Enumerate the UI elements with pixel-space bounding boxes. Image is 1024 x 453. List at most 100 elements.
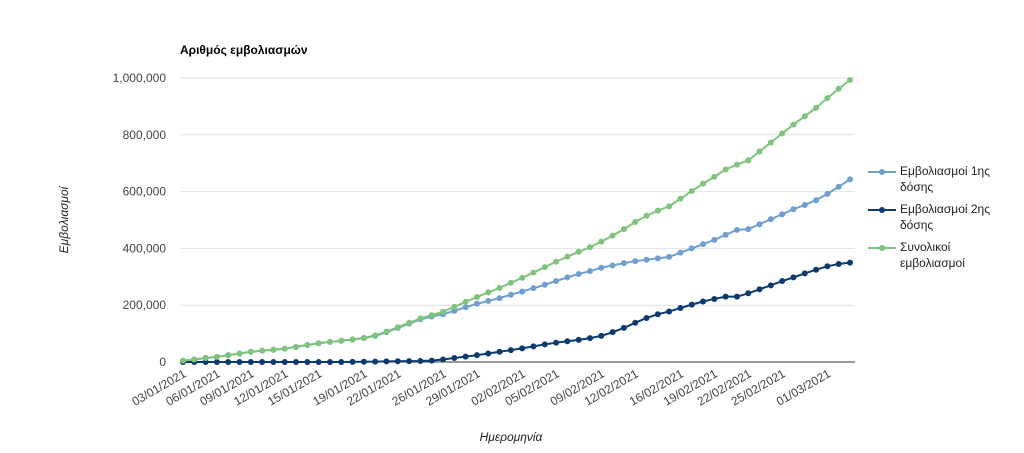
data-point <box>688 301 695 308</box>
y-axis-label: Εμβολιασμοί <box>57 185 71 253</box>
data-point <box>326 359 333 365</box>
data-point <box>406 358 413 365</box>
data-point <box>688 245 695 252</box>
data-point <box>643 212 650 219</box>
data-point <box>553 258 560 265</box>
data-point <box>440 356 447 363</box>
data-point <box>733 293 740 300</box>
data-point <box>383 358 390 365</box>
data-point <box>835 85 842 92</box>
data-point <box>191 356 198 363</box>
data-point <box>338 337 345 344</box>
data-point <box>417 358 424 365</box>
data-point <box>609 329 616 336</box>
data-point <box>756 286 763 293</box>
data-point <box>609 232 616 239</box>
data-point <box>451 355 458 362</box>
data-point <box>213 359 220 365</box>
data-point <box>496 284 503 291</box>
data-point <box>507 279 514 286</box>
data-point <box>643 314 650 321</box>
y-tick-label: 800,000 <box>123 128 167 142</box>
data-point <box>315 359 322 365</box>
y-tick-label: 0 <box>159 355 166 369</box>
data-point <box>564 253 571 260</box>
data-point <box>530 269 537 276</box>
data-point <box>462 298 469 305</box>
data-point <box>847 259 853 266</box>
data-point <box>666 203 673 210</box>
data-point <box>767 139 774 146</box>
data-point <box>496 295 503 302</box>
data-point <box>519 274 526 281</box>
data-point <box>304 359 311 365</box>
series-line <box>182 178 851 362</box>
data-point <box>847 76 853 83</box>
data-point <box>360 358 367 365</box>
data-point <box>394 358 401 365</box>
data-point <box>632 319 639 326</box>
data-point <box>541 341 548 348</box>
data-point <box>835 183 842 190</box>
data-point <box>779 278 786 285</box>
data-point <box>281 359 288 365</box>
data-point <box>473 300 480 307</box>
x-axis-label: Ημερομηνία <box>480 430 544 444</box>
data-point <box>700 298 707 305</box>
data-point <box>180 357 186 364</box>
data-point <box>598 264 605 271</box>
data-point <box>632 258 639 265</box>
data-point <box>417 315 424 322</box>
data-point <box>700 241 707 248</box>
data-point <box>293 359 300 365</box>
data-point <box>767 216 774 223</box>
data-point <box>530 285 537 292</box>
data-point <box>541 264 548 271</box>
data-point <box>586 268 593 275</box>
data-point <box>236 350 243 357</box>
data-point <box>688 188 695 195</box>
data-point <box>507 347 514 354</box>
data-point <box>813 197 820 204</box>
data-point <box>530 343 537 350</box>
legend-item: Εμβολιασμοί 1ης δόσης <box>868 163 1008 195</box>
data-point <box>620 324 627 331</box>
data-point <box>473 293 480 300</box>
data-point <box>835 261 842 268</box>
data-point <box>462 304 469 311</box>
data-point <box>259 347 266 354</box>
data-point <box>733 161 740 168</box>
data-point <box>519 288 526 295</box>
data-point <box>541 281 548 288</box>
data-point <box>406 319 413 326</box>
legend-swatch <box>868 207 896 213</box>
legend-label: Συνολικοί εμβολιασμοί <box>900 240 965 270</box>
y-tick-label: 400,000 <box>123 241 167 255</box>
legend-dot <box>879 245 885 251</box>
data-point <box>575 270 582 277</box>
data-point <box>281 345 288 352</box>
data-point <box>745 290 752 297</box>
data-point <box>756 148 763 155</box>
data-point <box>722 231 729 238</box>
legend-label: Εμβολιασμοί 1ης δόσης <box>900 164 990 194</box>
data-point <box>507 291 514 298</box>
data-point <box>485 289 492 296</box>
data-point <box>824 263 831 270</box>
data-point <box>711 295 718 302</box>
data-point <box>428 357 435 364</box>
legend-item: Εμβολιασμοί 2ης δόσης <box>868 201 1008 233</box>
data-point <box>779 211 786 218</box>
data-point <box>733 226 740 233</box>
y-tick-label: 600,000 <box>123 185 167 199</box>
data-point <box>677 305 684 312</box>
series-line <box>182 79 851 362</box>
data-point <box>236 359 243 365</box>
data-point <box>225 359 232 365</box>
data-point <box>654 207 661 214</box>
data-point <box>586 244 593 251</box>
data-point <box>496 348 503 355</box>
data-point <box>790 121 797 128</box>
